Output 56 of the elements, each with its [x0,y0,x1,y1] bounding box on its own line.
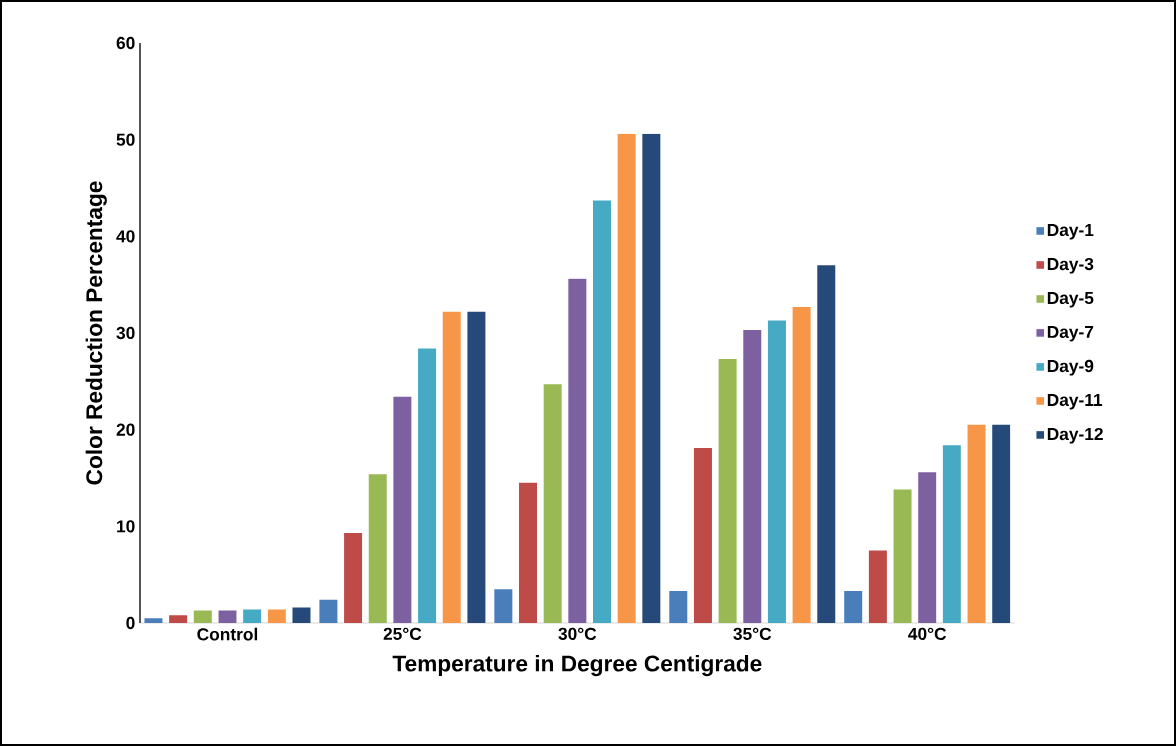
bar [967,424,986,623]
bar [918,472,937,623]
legend-label: Day-1 [1047,224,1094,240]
legend-label: Day-3 [1047,257,1094,274]
legend-label: Day-9 [1047,359,1094,376]
legend-label: Day-5 [1047,292,1094,308]
bar [893,489,912,623]
bar [344,533,363,623]
x-tick-label: 30°C [558,627,597,640]
bar [817,265,836,623]
legend-label: Day-7 [1047,325,1094,342]
y-axis-title: Color Reduction Percentage [85,181,107,485]
bar [767,320,786,623]
y-tick-label: 50 [116,133,135,146]
bar [568,278,587,623]
bar [868,550,887,623]
legend-label: Day-12 [1047,427,1103,444]
bar [494,589,513,623]
bar [218,610,237,623]
bar [844,591,863,623]
bar [169,615,188,623]
x-tick-label: 35°C [733,627,772,640]
bar [368,474,387,623]
bar [669,591,688,623]
y-tick-label: 10 [117,520,135,533]
bar [267,609,286,623]
bar [992,424,1011,623]
y-tick-label: 60 [116,36,135,50]
x-axis-title: Temperature in Degree Centigrade [392,654,762,677]
bar [418,348,437,623]
bar [942,445,961,623]
bar [543,384,562,623]
y-tick-label: 20 [116,423,135,436]
bar [193,610,212,623]
bar [693,448,712,623]
y-tick-label: 0 [126,616,135,630]
legend-label: Day-11 [1047,393,1103,410]
bar [743,330,762,623]
bar [144,618,163,623]
bar [467,311,486,623]
bar [593,200,612,623]
bar [617,133,636,623]
bar [393,396,412,623]
bar [718,359,737,623]
y-tick-label: 30 [116,326,135,340]
bar [792,306,811,623]
x-tick-label: 40°C [908,627,947,640]
bar [243,609,262,623]
bar [292,607,311,623]
bar [319,599,338,623]
y-tick-label: 40 [116,230,135,243]
bar [442,311,461,623]
x-tick-label: Control [197,627,258,641]
bar [519,482,538,623]
x-tick-label: 25°C [383,627,422,640]
bar [642,133,661,623]
